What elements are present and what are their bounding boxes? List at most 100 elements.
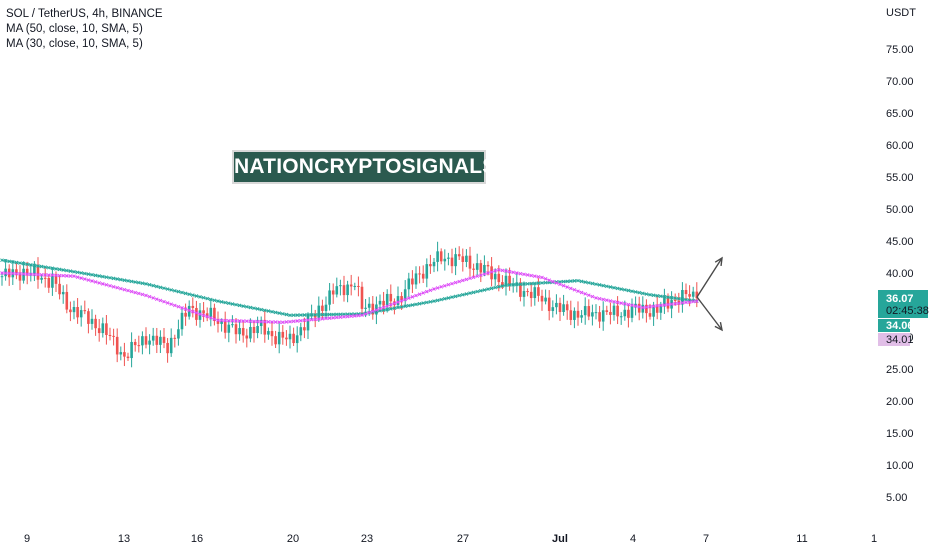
ma-fast-marker [349, 314, 354, 319]
ma-fast-marker [388, 302, 393, 307]
ma-slow-marker [576, 278, 580, 283]
candle-body [263, 319, 267, 335]
ma-slow-marker [180, 290, 184, 295]
ma-slow-marker [219, 300, 224, 304]
candle-body [688, 294, 691, 297]
candle-body [58, 283, 61, 295]
chart-legend: SOL / TetherUS, 4h, BINANCE MA (50, clos… [6, 7, 163, 52]
candle-body [15, 269, 18, 274]
candle-body [36, 266, 40, 280]
ma-slow-marker [208, 297, 213, 302]
countdown-text: 02:45:38 [886, 305, 929, 317]
ma-slow-marker [439, 297, 444, 302]
ma-slow-marker [381, 308, 386, 312]
ma-slow-marker [288, 313, 292, 318]
candle-body [583, 306, 587, 316]
symbol-title[interactable]: SOL / TetherUS, 4h, BINANCE [6, 8, 163, 20]
ma-fast-marker [219, 318, 224, 323]
candle-body [303, 327, 306, 331]
candle-body [537, 287, 540, 296]
candle-body [389, 293, 393, 302]
ma-slow-marker [176, 289, 181, 294]
ma-fast-marker [486, 271, 490, 275]
ma-fast-marker [162, 299, 166, 304]
ma-slow-marker [158, 285, 163, 290]
candle-body [216, 321, 220, 324]
candle-body [79, 310, 83, 318]
ma-slow-marker [601, 283, 606, 288]
ma-slow-marker [399, 305, 404, 309]
ma-slow-marker [201, 295, 206, 300]
ma-fast-marker [277, 320, 282, 324]
ma-fast-marker [597, 296, 602, 301]
candle-body [159, 336, 162, 345]
ma-fast-marker [169, 302, 174, 306]
candle-body [497, 273, 501, 283]
ma-slow-marker [273, 310, 278, 315]
ma-fast-marker [432, 287, 436, 291]
candles-layer [0, 241, 699, 368]
ma-fast-marker [370, 309, 375, 314]
ma-fast-marker [601, 297, 606, 302]
ma-slow-marker [306, 313, 310, 317]
ma-fast-marker [122, 287, 127, 292]
ma-slow-marker [453, 294, 458, 299]
ma-fast-marker [259, 319, 264, 324]
ma-fast-marker [10, 271, 15, 276]
x-tick-label: 11 [796, 533, 807, 545]
ma-slow-marker [583, 280, 588, 284]
ma-slow-marker [136, 280, 141, 285]
ma-fast-marker [187, 308, 192, 313]
ma-30-label[interactable]: MA (30, close, 10, SMA, 5) [6, 38, 143, 50]
ma-slow-marker [183, 291, 188, 296]
ma-slow-marker [568, 279, 573, 283]
candle-body [288, 333, 292, 340]
ma-fast-marker [118, 286, 123, 291]
ma-slow-marker [194, 294, 199, 298]
ma-fast-marker [352, 314, 357, 318]
ma-slow-marker [489, 286, 494, 291]
ma-slow-marker [298, 313, 303, 317]
candle-body [205, 313, 209, 317]
ma-slow-marker [532, 281, 537, 286]
ma-fast-marker [622, 302, 627, 306]
candle-body [627, 309, 630, 318]
price-axis[interactable]: USDT 5.0010.0015.0020.0025.0030.0035.004… [886, 7, 916, 504]
candle-body [587, 306, 591, 317]
ma-fast-marker [18, 271, 22, 276]
ma-50-label[interactable]: MA (50, close, 10, SMA, 5) [6, 23, 143, 35]
candle-body [695, 291, 699, 299]
ma-fast-marker [61, 273, 66, 278]
candle-body [245, 335, 249, 339]
ma-fast-marker [662, 303, 667, 307]
ma-slow-marker [662, 294, 667, 299]
ma-slow-marker [403, 304, 408, 309]
ma-slow-marker [133, 280, 138, 284]
candle-body [371, 303, 375, 315]
candle-body [540, 295, 544, 302]
candle-body [385, 293, 389, 306]
ma-slow-marker [428, 299, 433, 304]
ma-fast-marker [651, 304, 656, 309]
candle-body [609, 311, 612, 315]
ma-fast-marker [212, 317, 217, 321]
ma-fast-marker [255, 319, 260, 324]
ma-slow-marker [248, 305, 253, 310]
candle-body [479, 263, 483, 273]
ma-slow-marker [316, 312, 321, 317]
ma-fast-marker [205, 314, 210, 319]
ma-fast-marker [460, 278, 465, 283]
candle-body [33, 266, 36, 274]
y-tick-label: 10.00 [886, 460, 914, 472]
ma-fast-marker [604, 298, 609, 302]
ma-slow-marker [57, 267, 62, 272]
candle-body [616, 305, 619, 317]
candle-body [468, 255, 472, 269]
ma-fast-marker [298, 318, 303, 323]
candle-body [220, 321, 223, 324]
ma-fast-marker [176, 304, 181, 309]
time-axis[interactable]: 9 13 16 20 23 27 Jul 4 7 11 1 [24, 533, 877, 545]
ma-slow-marker [522, 282, 526, 286]
ma-slow-marker [21, 261, 26, 266]
